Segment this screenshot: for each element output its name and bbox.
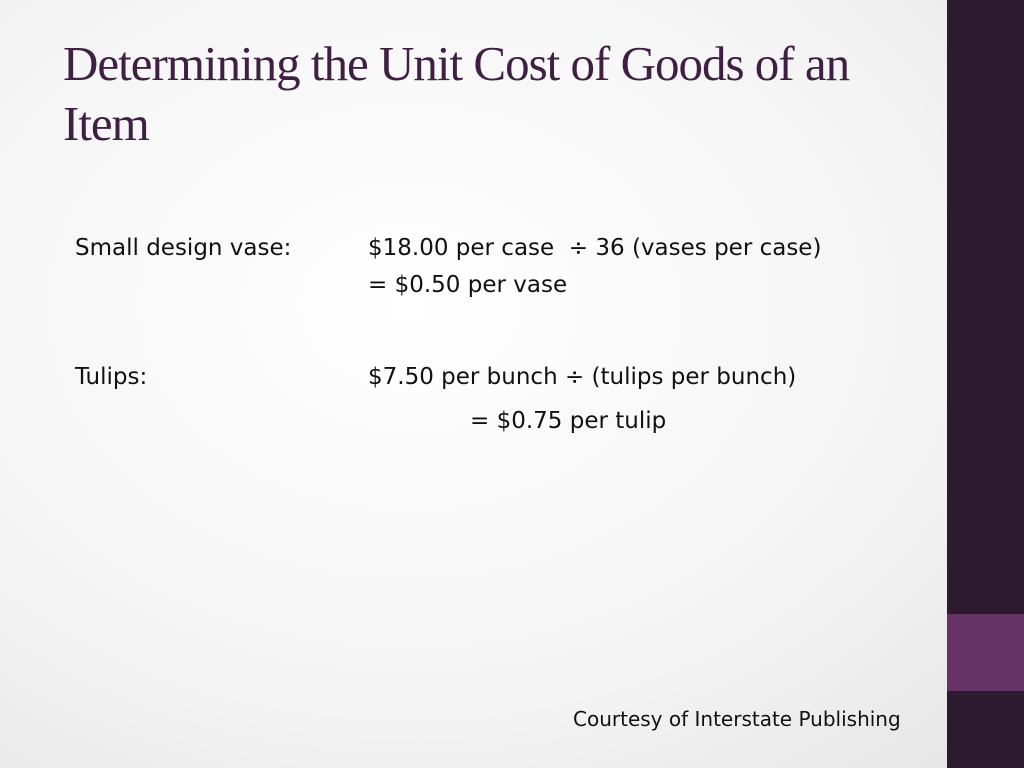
slide-title: Determining the Unit Cost of Goods of an… (63, 36, 850, 151)
item-line: = $0.50 per vase (368, 272, 568, 298)
item-line: $7.50 per bunch ÷ (tulips per bunch) (368, 364, 797, 390)
side-accent (947, 614, 1024, 691)
item-label: Tulips: (75, 364, 148, 390)
item-line: = $0.75 per tulip (470, 408, 667, 434)
item-line: $18.00 per case ÷ 36 (vases per case) (368, 235, 822, 261)
item-label: Small design vase: (75, 235, 292, 261)
footer: Courtesy of Interstate Publishing (573, 707, 901, 731)
